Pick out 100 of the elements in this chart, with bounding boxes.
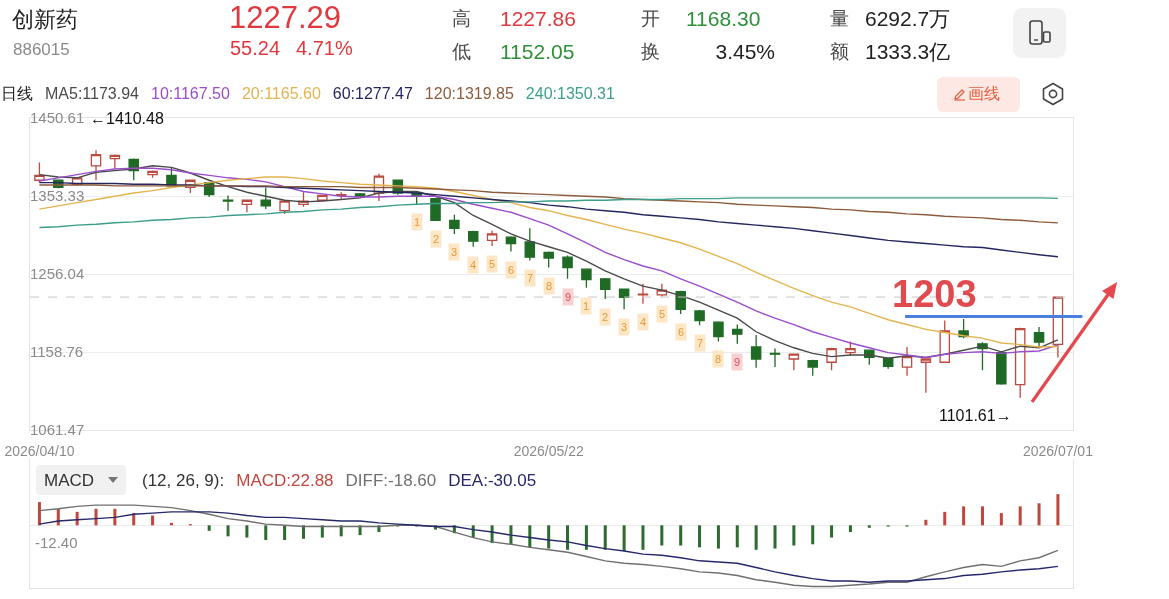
text: 量 xyxy=(830,7,849,29)
bar xyxy=(792,525,796,546)
bar xyxy=(226,525,230,537)
text: 4.71% xyxy=(296,37,353,59)
candlestick xyxy=(939,319,951,364)
text: 7 xyxy=(527,272,534,284)
candlestick xyxy=(788,352,800,371)
bar xyxy=(830,525,834,538)
text: 5 xyxy=(659,308,666,320)
bar xyxy=(811,525,815,545)
candlestick xyxy=(920,357,932,394)
candlestick xyxy=(750,334,762,369)
candlestick xyxy=(486,230,498,247)
y-tick-label: 1450.61 xyxy=(30,109,85,127)
bar xyxy=(264,525,268,541)
bar xyxy=(207,525,211,531)
candlestick xyxy=(260,186,272,210)
text: 10:1167.50 xyxy=(151,85,230,102)
text: 4 xyxy=(470,259,477,271)
candlestick xyxy=(524,227,536,262)
candlestick xyxy=(901,346,913,377)
bar xyxy=(660,525,664,546)
bar xyxy=(151,515,155,526)
bar xyxy=(980,506,984,526)
candlestick xyxy=(581,267,592,289)
candlestick xyxy=(1033,326,1045,348)
bar xyxy=(301,525,305,539)
candlestick xyxy=(637,283,649,305)
bar xyxy=(943,511,947,526)
bar xyxy=(566,525,570,550)
bar xyxy=(773,525,777,549)
text: 1227.86 xyxy=(500,6,576,30)
candlestick xyxy=(769,347,781,368)
bar xyxy=(283,525,287,541)
candlestick xyxy=(713,320,724,343)
text: 1 xyxy=(583,300,590,312)
candlestick xyxy=(505,235,517,253)
text: 5 xyxy=(489,258,496,270)
bar xyxy=(528,525,532,548)
y-tick-label: 1256.04 xyxy=(30,265,85,283)
ref-line-label: 1203 xyxy=(892,273,977,315)
text: 换 xyxy=(641,40,660,62)
bar xyxy=(584,525,588,550)
annotation: ←1410.48 xyxy=(90,110,164,127)
bar xyxy=(679,525,683,546)
text: 20:1165.60 xyxy=(241,85,321,102)
text: 6 xyxy=(678,326,685,338)
bar xyxy=(603,525,607,550)
text: 120:1319.85 xyxy=(424,85,514,102)
text: 6292.7万 xyxy=(865,6,951,30)
legend-title: 日线 xyxy=(1,85,33,102)
text: 创新药 xyxy=(12,7,78,32)
text: 2 xyxy=(433,233,440,245)
bar xyxy=(999,513,1003,526)
bar xyxy=(37,502,41,526)
candlestick xyxy=(543,250,554,269)
text: 1227.29 xyxy=(229,0,342,35)
bar xyxy=(962,506,966,526)
text: 低 xyxy=(452,40,471,62)
text: 3 xyxy=(451,246,458,258)
chart-title: MACD xyxy=(44,470,95,490)
text: 8 xyxy=(715,353,722,365)
bar xyxy=(320,525,324,538)
bar xyxy=(622,525,626,552)
text: 7 xyxy=(697,337,704,349)
bar xyxy=(358,525,362,536)
bar xyxy=(339,525,343,537)
text: 4 xyxy=(640,316,647,328)
candlestick xyxy=(279,199,290,215)
text: 8 xyxy=(546,280,553,292)
candlestick xyxy=(109,153,121,170)
bar xyxy=(698,525,702,548)
text: 3.45% xyxy=(715,39,775,63)
bar xyxy=(1037,503,1041,526)
bar xyxy=(716,525,720,549)
text: 1 xyxy=(414,216,421,228)
bar xyxy=(94,508,98,526)
candlestick xyxy=(826,347,837,371)
chart-subtitle: (12, 26, 9): xyxy=(142,470,225,490)
candlestick xyxy=(618,287,630,310)
text: MACD:22.88 xyxy=(236,470,334,490)
text: MA5:1173.94 xyxy=(45,85,139,102)
x-tick-label: 2026/05/22 xyxy=(513,442,584,459)
x-tick-label: 2026/07/01 xyxy=(1022,442,1094,459)
text: 55.24 xyxy=(230,37,281,59)
text: DEA:-30.05 xyxy=(448,470,537,490)
x-tick-label: 2026/04/10 xyxy=(4,442,75,459)
text: 1152.05 xyxy=(500,39,575,63)
candlestick xyxy=(807,359,818,377)
text: 高 xyxy=(452,7,471,29)
text: DIFF:-18.60 xyxy=(345,470,437,490)
text: 9 xyxy=(734,356,741,368)
annotation: -12.40 xyxy=(35,534,78,551)
text: 额 xyxy=(830,40,849,62)
candlestick xyxy=(467,230,479,248)
bar xyxy=(1056,494,1060,526)
text: 开 xyxy=(641,7,660,29)
dropdown: MACD xyxy=(36,465,126,495)
candlestick xyxy=(694,309,705,326)
bar xyxy=(867,525,871,528)
